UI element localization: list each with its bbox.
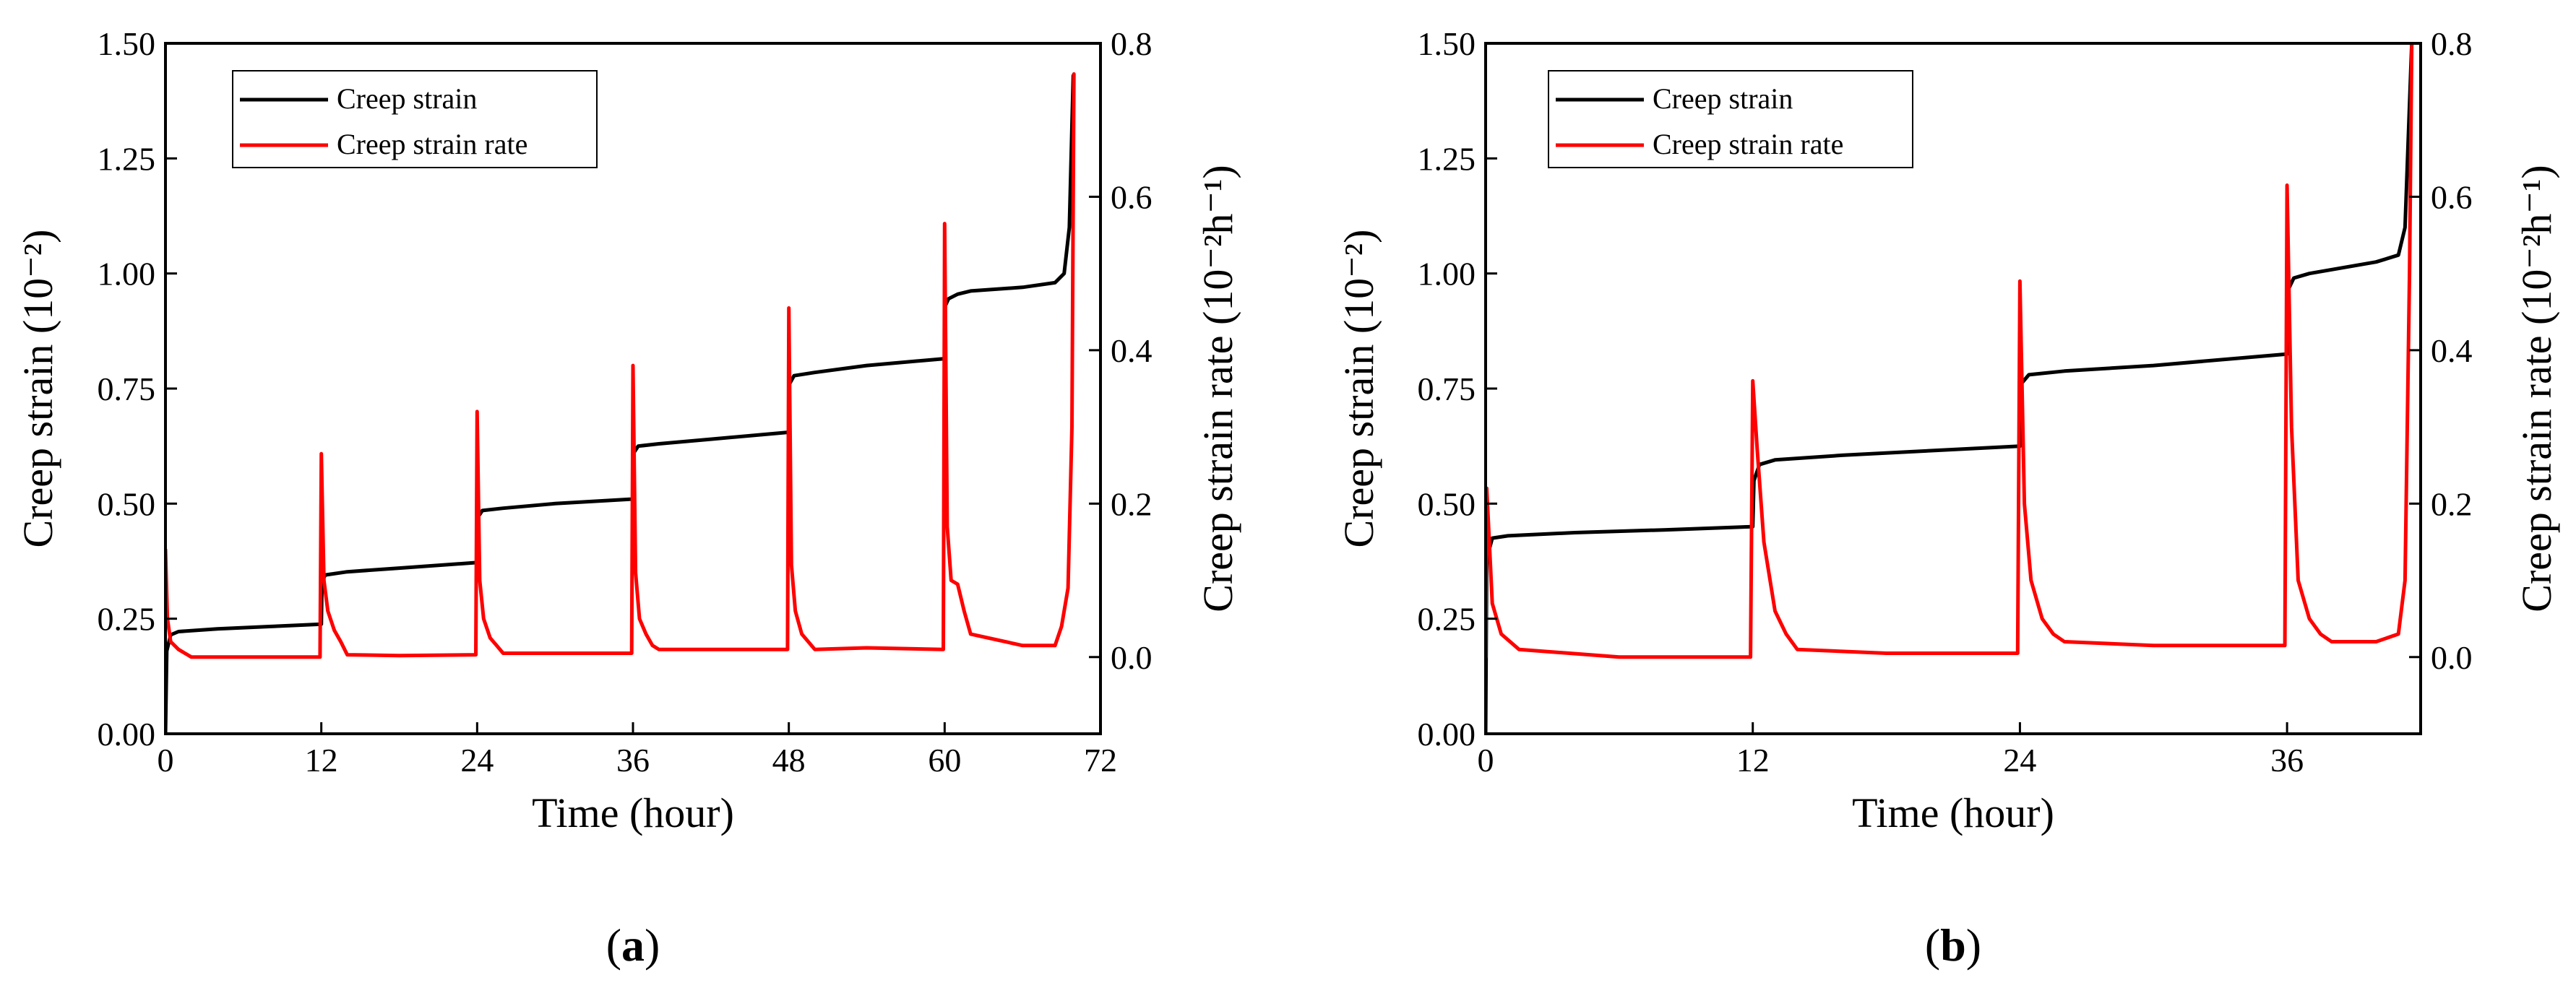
panel-b-y-tick-label-left: 0.50 — [1418, 485, 1476, 522]
panel-b-x-tick-label: 0 — [1478, 742, 1494, 779]
panel-a-y-tick-label-right: 0.6 — [1111, 178, 1153, 215]
panel-a-y-tick-label-left: 1.50 — [98, 25, 156, 62]
panel-a-x-axis-label: Time (hour) — [532, 789, 734, 836]
panel-a-y-axis-label-left: Creep strain (10⁻²) — [14, 230, 61, 548]
panel-b-y-tick-label-left: 0.25 — [1418, 601, 1476, 638]
panel-a-chart: 0 12 24 36 48 60 72 0.00 0.25 0.50 0.75 1.00 1.25 1.5… — [14, 25, 1241, 971]
panel-a-y-axis-label-right: Creep strain rate (10⁻²h⁻¹) — [1194, 165, 1241, 612]
panel-a-x-tick-label: 60 — [928, 742, 961, 779]
panel-a-series-creep-strain-rate-line — [165, 72, 1076, 659]
panel-a-y-tick-label-left: 0.00 — [98, 716, 156, 753]
panel-b-x-axis-label: Time (hour) — [1852, 789, 2054, 836]
panel-b-y-tick-label-right: 0.2 — [2431, 485, 2473, 522]
panel-a-legend-label-strain: Creep strain — [337, 82, 477, 115]
panel-b-y-tick-label-right: 0.6 — [2431, 178, 2473, 215]
panel-a-x-tick-label: 72 — [1084, 742, 1117, 779]
panel-b-x-tick-label: 12 — [1736, 742, 1770, 779]
panel-b-series-creep-strain-rate-line — [1486, 43, 2414, 659]
panel-a-label-letter: a — [621, 919, 645, 971]
panel-a-series-creep-strain-line — [165, 74, 1075, 734]
panel-b-y-tick-label-left: 1.00 — [1418, 256, 1476, 292]
panel-b-y-tick-label-left: 0.75 — [1418, 370, 1476, 407]
panel-b-y-axis-label-right: Creep strain rate (10⁻²h⁻¹) — [2513, 165, 2560, 612]
panel-b-y-tick-label-right: 0.4 — [2431, 332, 2473, 369]
panel-b-legend-label-rate: Creep strain rate — [1653, 128, 1843, 160]
panel-b-x-tick-label: 24 — [2003, 742, 2036, 779]
panel-a-x-tick-label: 24 — [460, 742, 494, 779]
panel-b-chart: 0 12 24 36 0.00 0.25 0.50 0.75 1.00 1.25 1.50 0.0 0.… — [1335, 25, 2560, 971]
panel-b-legend: Creep strain Creep strain rate — [1548, 70, 1913, 168]
panel-b-legend-label-strain: Creep strain — [1653, 82, 1793, 115]
panel-b-label: (b) — [1925, 919, 1981, 971]
panel-a-y-tick-label-right: 0.4 — [1111, 332, 1153, 369]
panel-a-y-tick-label-left: 0.50 — [98, 485, 156, 522]
panel-b-legend-box — [1548, 70, 1913, 168]
panel-a-legend-box — [232, 70, 598, 168]
panel-a-y-tick-label-left: 0.25 — [98, 601, 156, 638]
panel-a-y-tick-label-left: 0.75 — [98, 370, 156, 407]
panel-a-y-tick-label-right: 0.0 — [1111, 639, 1153, 676]
panel-a-y-tick-label-right: 0.8 — [1111, 25, 1153, 62]
panel-a-label: (a) — [606, 919, 660, 971]
panel-a-y-tick-label-left: 1.25 — [98, 140, 156, 177]
panel-b-y-tick-label-right: 0.0 — [2431, 639, 2473, 676]
panel-b-y-tick-label-right: 0.8 — [2431, 25, 2473, 62]
panel-b-y-axis-label-left: Creep strain (10⁻²) — [1335, 230, 1382, 548]
panel-b-y-tick-label-left: 0.00 — [1418, 716, 1476, 753]
panel-a-legend: Creep strain Creep strain rate — [232, 70, 598, 168]
panel-a-y-tick-label-right: 0.2 — [1111, 485, 1153, 522]
panel-a-y-tick-label-left: 1.00 — [98, 256, 156, 292]
panel-b-x-tick-label: 36 — [2270, 742, 2304, 779]
panel-a-x-tick-label: 48 — [772, 742, 806, 779]
panel-a-x-tick-label: 36 — [616, 742, 650, 779]
panel-b-y-tick-label-left: 1.25 — [1418, 140, 1476, 177]
panel-b-label-letter: b — [1940, 919, 1966, 971]
panel-b-y-tick-label-left: 1.50 — [1418, 25, 1476, 62]
panel-a-x-tick-label: 0 — [158, 742, 174, 779]
panel-a-legend-label-rate: Creep strain rate — [337, 128, 527, 160]
panel-a-x-tick-label: 12 — [305, 742, 338, 779]
